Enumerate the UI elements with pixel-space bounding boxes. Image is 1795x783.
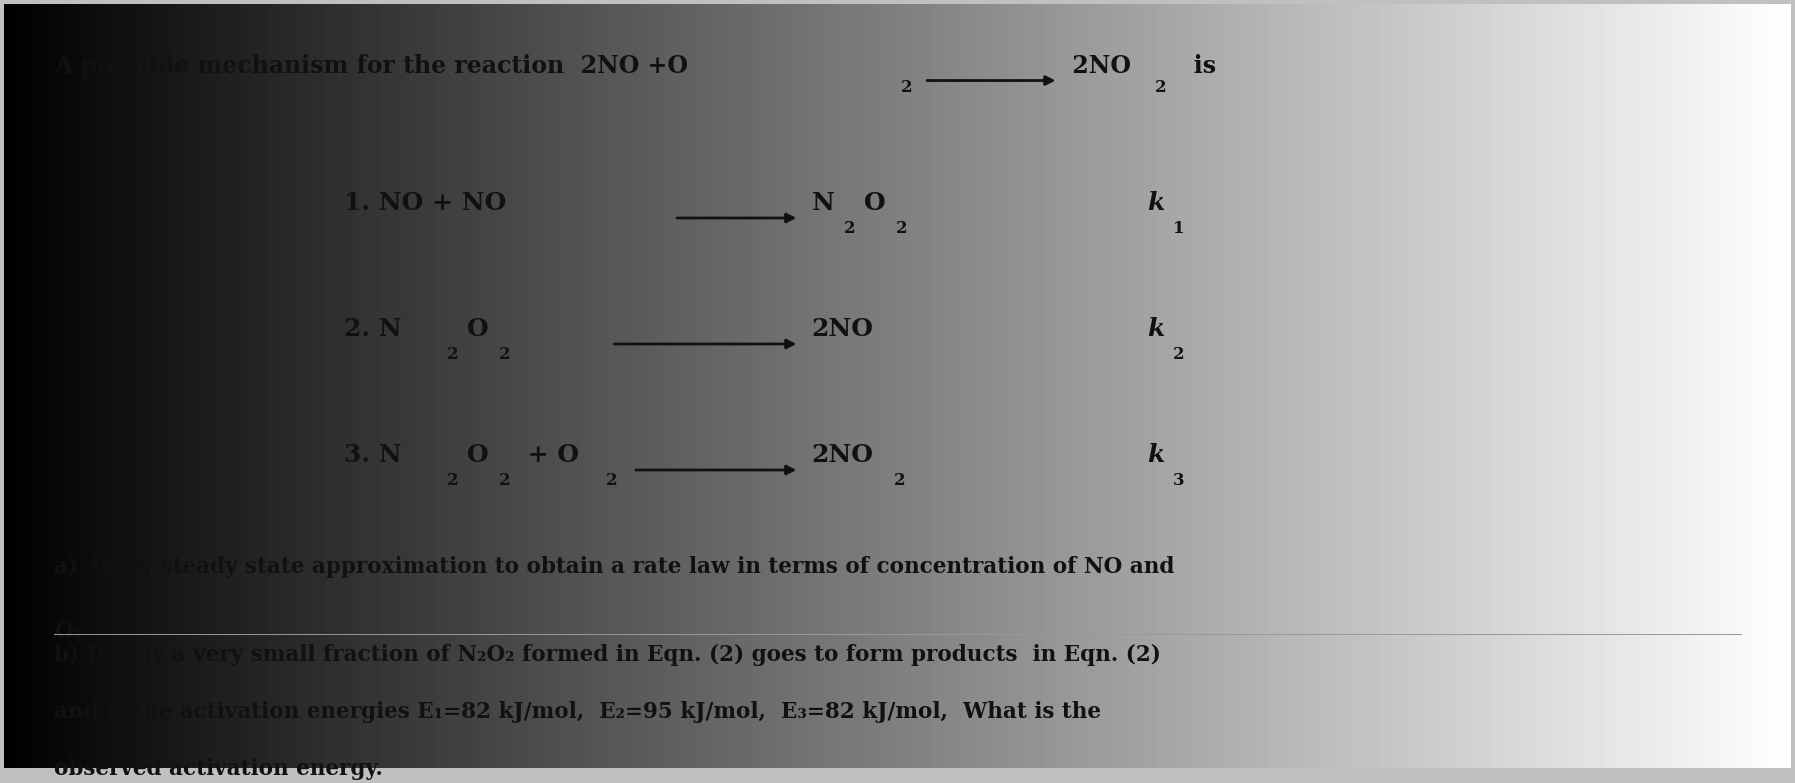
Text: 2NO: 2NO [811,443,874,467]
Text: 3: 3 [1172,472,1185,489]
Text: 2: 2 [607,472,617,489]
Text: 2: 2 [901,79,912,96]
Text: 2: 2 [1172,346,1185,363]
Text: 1: 1 [1172,220,1185,237]
Text: 2NO: 2NO [811,317,874,341]
Text: 2: 2 [447,472,460,489]
Text: a) Apply steady state approximation to obtain a rate law in terms of concentrati: a) Apply steady state approximation to o… [54,556,1174,578]
Text: is: is [1169,54,1217,78]
Text: k: k [1147,317,1165,341]
Text: 2: 2 [499,472,512,489]
Text: 2: 2 [896,220,906,237]
Text: O₂: O₂ [54,621,83,643]
Text: 1. NO + NO: 1. NO + NO [343,191,506,215]
Text: 3. N: 3. N [343,443,402,467]
Text: 2. N: 2. N [343,317,402,341]
Text: A possible mechanism for the reaction  2NO +O: A possible mechanism for the reaction 2N… [54,54,687,78]
Text: 2: 2 [499,346,512,363]
Text: observed activation energy.: observed activation energy. [54,759,382,781]
Text: 2NO: 2NO [1064,54,1131,78]
Text: + O: + O [519,443,578,467]
Text: k: k [1147,191,1165,215]
Text: 2: 2 [447,346,460,363]
Text: N: N [811,191,835,215]
Text: 2: 2 [894,472,905,489]
Text: k: k [1147,443,1165,467]
Text: O: O [467,317,488,341]
Text: O: O [467,443,488,467]
Text: O: O [863,191,885,215]
Text: 2: 2 [1154,79,1167,96]
Text: 2: 2 [844,220,856,237]
Text: and If the activation energies E₁=82 kJ/mol,  E₂=95 kJ/mol,  E₃=82 kJ/mol,  What: and If the activation energies E₁=82 kJ/… [54,701,1100,723]
Text: b) If only a very small fraction of N₂O₂ formed in Eqn. (2) goes to form product: b) If only a very small fraction of N₂O₂… [54,644,1161,666]
